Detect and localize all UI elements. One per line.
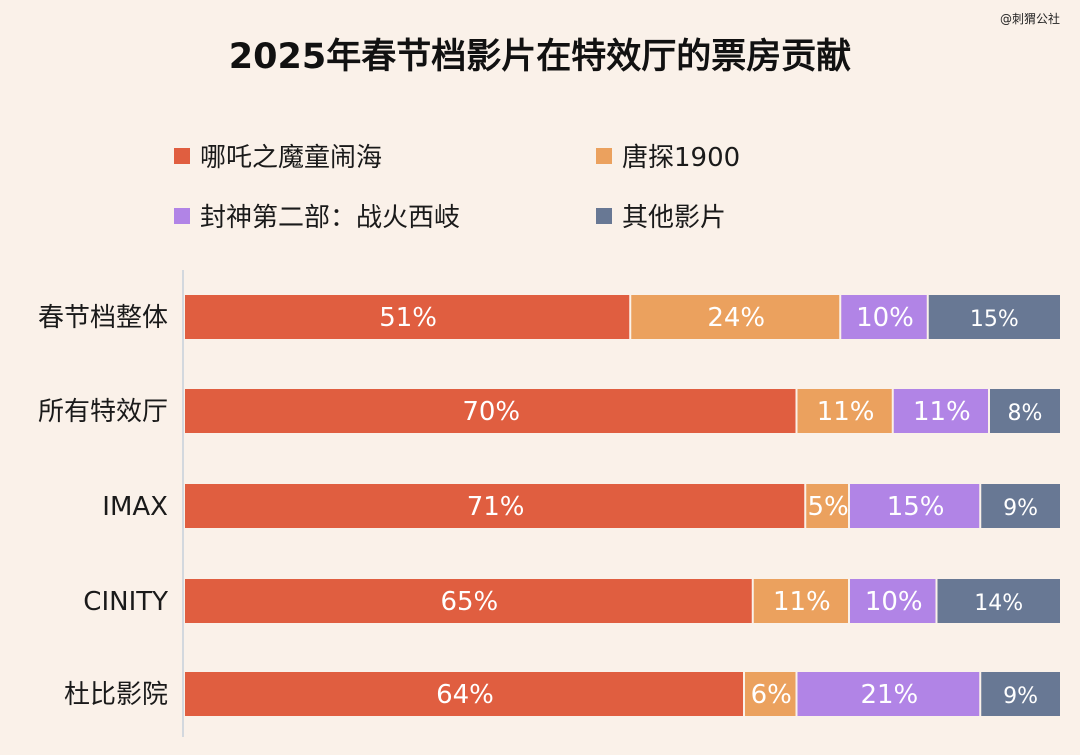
bar-segment [631, 295, 840, 339]
bar-segment [850, 579, 936, 623]
bar-segment [990, 389, 1060, 433]
category-label: 杜比影院 [64, 680, 168, 710]
data-label: 9% [1003, 684, 1038, 709]
bar-segment [745, 672, 796, 716]
legend-item-others: 其他影片 [596, 197, 726, 234]
legend-swatch [596, 207, 612, 224]
category-label: CINITY [83, 587, 168, 617]
data-label: 71% [467, 492, 525, 522]
data-label: 14% [974, 591, 1023, 616]
data-label: 21% [860, 680, 918, 710]
data-label: 8% [1008, 401, 1043, 426]
bar-segment [185, 484, 805, 528]
legend-swatch [174, 207, 190, 224]
data-label: 24% [707, 303, 765, 333]
data-label: 9% [1003, 496, 1038, 521]
bar-segment [981, 672, 1060, 716]
legend-label: 封神第二部：战火西岐 [200, 203, 461, 233]
data-label: 11% [773, 587, 831, 617]
legend-label: 其他影片 [622, 203, 727, 233]
data-label: 51% [379, 303, 437, 333]
bar-segment [937, 579, 1060, 623]
bar-segment [893, 389, 988, 433]
legend-item-fengshen: 封神第二部：战火西岐 [174, 197, 460, 234]
category-label: IMAX [102, 492, 168, 522]
bar-segment [185, 672, 743, 716]
data-label: 6% [751, 680, 792, 710]
data-label: 15% [970, 307, 1019, 332]
watermark: @刺猬公社 [999, 12, 1060, 26]
bar-segment [928, 295, 1060, 339]
bar-segment [185, 389, 796, 433]
legend-swatch [174, 147, 190, 164]
bar-segment [841, 295, 927, 339]
bar-segment [797, 389, 892, 433]
legend-label: 唐探1900 [622, 143, 741, 173]
data-label: 64% [436, 680, 494, 710]
category-label: 春节档整体 [38, 303, 168, 333]
legend-item-tangtan: 唐探1900 [596, 137, 740, 174]
bar-segment [797, 672, 980, 716]
category-label: 所有特效厅 [38, 397, 168, 427]
legend-label: 哪吒之魔童闹海 [200, 143, 383, 173]
bar-segment [806, 484, 848, 528]
chart-title: 2025年春节档影片在特效厅的票房贡献 [228, 37, 852, 77]
data-label: 11% [913, 397, 971, 427]
data-label: 65% [440, 587, 498, 617]
data-label: 10% [856, 303, 914, 333]
bar-segment [981, 484, 1060, 528]
legend-item-nezha: 哪吒之魔童闹海 [174, 137, 382, 174]
bar-segment [850, 484, 980, 528]
data-label: 11% [817, 397, 875, 427]
data-label: 10% [865, 587, 923, 617]
bar-segment [753, 579, 848, 623]
data-label: 70% [462, 397, 520, 427]
legend-swatch [596, 147, 612, 164]
data-label: 5% [808, 492, 849, 522]
bar-segment [185, 579, 752, 623]
bar-segment [185, 295, 630, 339]
data-label: 15% [887, 492, 945, 522]
